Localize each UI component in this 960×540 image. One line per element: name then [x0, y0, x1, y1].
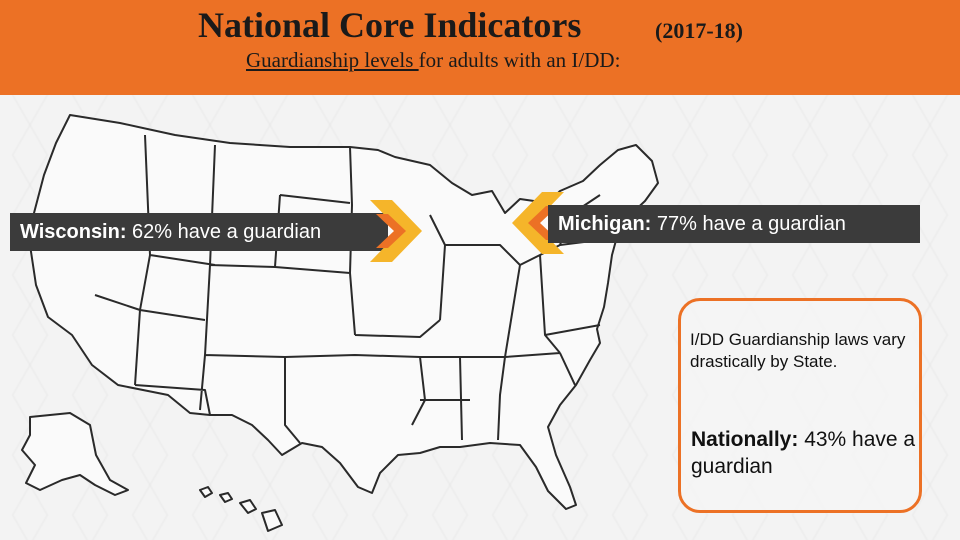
guardianship-laws-note: I/DD Guardianship laws vary drastically … — [690, 330, 906, 371]
michigan-banner: Michigan: 77% have a guardian — [548, 205, 920, 243]
wisconsin-banner: Wisconsin: 62% have a guardian — [10, 213, 388, 251]
page-title: National Core Indicators — [198, 5, 582, 45]
wisconsin-label: Wisconsin: — [20, 221, 127, 243]
national-stat: Nationally: 43% have a guardian — [691, 426, 916, 480]
michigan-chevron-icon — [512, 192, 564, 254]
page-subtitle: Guardianship levels for adults with an I… — [246, 48, 620, 73]
subtitle-rest: for adults with an I/DD: — [418, 48, 621, 72]
national-label: Nationally: — [691, 428, 799, 451]
contiguous-us-outline — [29, 114, 659, 510]
subtitle-underlined: Guardianship levels — [246, 48, 419, 72]
header-band: National Core Indicators (2017-18) Guard… — [0, 0, 960, 95]
national-text: 43% have a guardian — [691, 428, 916, 478]
michigan-text: 77% have a guardian — [651, 213, 846, 235]
alaska-outline — [21, 412, 129, 496]
wisconsin-text: 62% have a guardian — [126, 221, 322, 243]
wisconsin-chevron-icon — [370, 200, 422, 262]
title-year: (2017-18) — [655, 18, 743, 43]
info-box — [678, 298, 922, 513]
michigan-label: Michigan: — [558, 213, 652, 235]
hawaii-outline — [199, 486, 283, 532]
